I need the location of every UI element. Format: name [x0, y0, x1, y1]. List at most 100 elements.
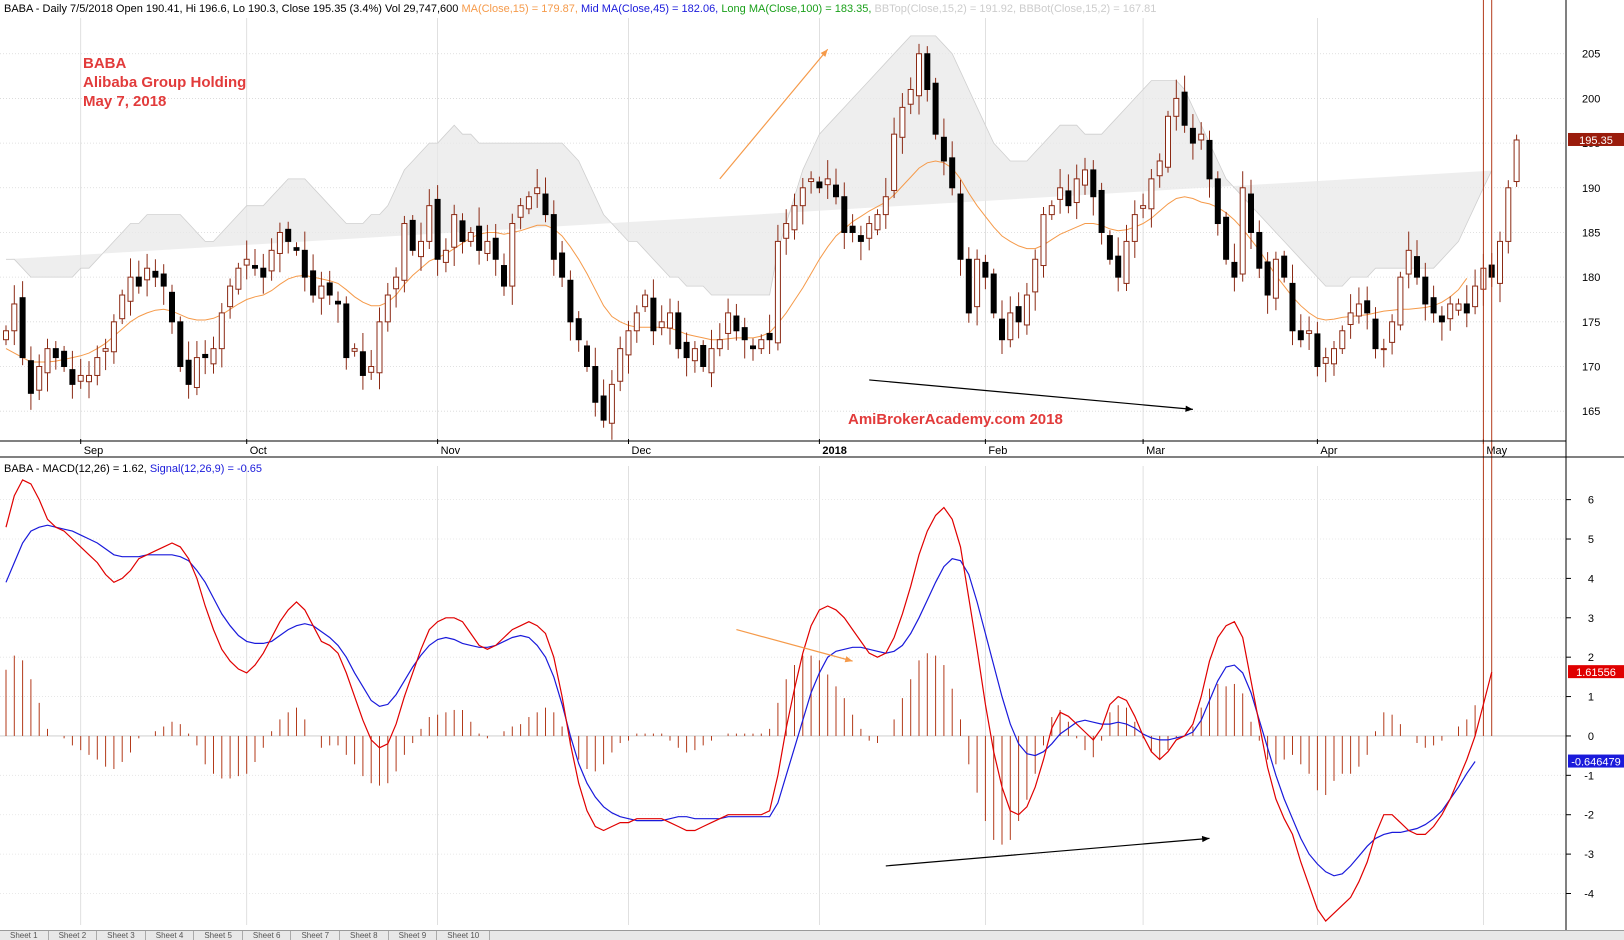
candle-body	[766, 332, 773, 341]
candle-body	[841, 196, 848, 233]
candle-body	[708, 348, 715, 374]
candle-body	[451, 214, 458, 248]
candle-body	[716, 339, 723, 350]
macd-y-tick: 4	[1588, 573, 1594, 585]
candle-body	[1123, 240, 1130, 284]
candle-body	[932, 82, 939, 135]
candle-body	[252, 265, 258, 269]
candle-body	[376, 321, 383, 374]
candle-body	[1248, 193, 1254, 233]
svg-text:1.61556: 1.61556	[1576, 667, 1616, 679]
candle-body	[434, 198, 441, 260]
candle-body	[1073, 178, 1080, 204]
candle-body	[924, 53, 931, 90]
candle-body	[1389, 321, 1396, 343]
candle-body	[1422, 276, 1429, 305]
candle-body	[359, 351, 366, 376]
sheet-tab[interactable]: Sheet 1	[0, 931, 49, 940]
sheet-tab[interactable]: Sheet 8	[340, 931, 389, 940]
candle-body	[351, 348, 358, 352]
macd-down-arrow	[736, 629, 853, 662]
price-y-tick: 180	[1582, 272, 1600, 284]
candle-body	[318, 285, 325, 299]
candle-body	[542, 193, 549, 216]
candle-body	[774, 240, 781, 344]
candle-body	[1380, 348, 1387, 351]
candle-body	[210, 348, 217, 365]
price-header: BABA - Daily 7/5/2018 Open 190.41, Hi 19…	[4, 3, 1156, 15]
candle-body	[866, 223, 873, 239]
candle-body	[1165, 115, 1171, 168]
candle-body	[683, 341, 690, 359]
candle-body	[1455, 303, 1462, 311]
candle-body	[61, 350, 68, 368]
candle-body	[326, 282, 333, 296]
price-y-tick: 170	[1582, 362, 1600, 374]
candle-body	[816, 181, 823, 189]
candle-body	[567, 279, 574, 323]
sheet-tab[interactable]: Sheet 4	[146, 931, 195, 940]
candle-body	[1040, 214, 1047, 267]
sheet-tab[interactable]: Sheet 7	[291, 931, 341, 940]
candle-body	[1048, 205, 1055, 216]
candle-body	[559, 252, 566, 278]
price-y-tick: 165	[1582, 406, 1600, 418]
price-up-arrow-head	[820, 49, 828, 57]
price-down-arrow	[869, 379, 1193, 411]
candle-body	[144, 267, 151, 281]
candle-body	[1331, 348, 1337, 365]
candle-body	[1131, 214, 1138, 242]
candle-body	[1198, 133, 1205, 141]
price-y-tick: 185	[1582, 227, 1600, 239]
x-tick-label: Sep	[84, 445, 104, 457]
macd-y-axis: 6 5 4 3 2 1 0 -1 -2 -3 -4	[1566, 495, 1594, 900]
candle-body	[1289, 282, 1296, 332]
candle-body	[525, 196, 532, 210]
candle-body	[335, 300, 341, 305]
macd-y-tick: -2	[1584, 810, 1594, 822]
candle-body	[982, 261, 989, 278]
candle-body	[1148, 178, 1155, 210]
sheet-tab[interactable]: Sheet 5	[194, 931, 243, 940]
price-y-tick: 175	[1582, 317, 1600, 329]
sheet-tab[interactable]: Sheet 3	[97, 931, 146, 940]
macd-y-tick: -1	[1584, 770, 1594, 782]
candle-body	[833, 184, 839, 198]
candle-body	[1098, 189, 1105, 233]
candle-body	[534, 187, 541, 195]
sheet-tab[interactable]: Sheet 6	[243, 931, 292, 940]
candle-body	[1405, 249, 1412, 275]
candle-body	[110, 321, 117, 353]
signal-line	[5, 524, 1476, 877]
candle-body	[1339, 330, 1346, 350]
candle-body	[169, 291, 175, 323]
candle-body	[808, 178, 815, 183]
candle-body	[650, 297, 657, 332]
macd-y-tick: 2	[1588, 652, 1594, 664]
x-tick-label: Mar	[1146, 445, 1165, 457]
sheet-tab[interactable]: Sheet 10	[437, 931, 491, 940]
candle-body	[235, 267, 242, 290]
signal-value-tag: -0.646479	[1568, 754, 1624, 769]
candle-body	[276, 231, 283, 254]
candle-body	[1173, 97, 1180, 117]
x-tick-label: May	[1486, 445, 1507, 457]
candle-body	[700, 345, 707, 368]
sheet-tabs: Sheet 1 Sheet 2 Sheet 3 Sheet 4 Sheet 5 Sheet…	[0, 930, 1624, 940]
sheet-tab[interactable]: Sheet 2	[49, 931, 98, 940]
price-trend-arrows	[719, 48, 1193, 412]
candle-body	[617, 348, 624, 382]
candle-body	[102, 348, 109, 352]
candle-body	[824, 178, 831, 186]
candle-body	[1397, 276, 1404, 326]
candle-body	[1463, 303, 1470, 314]
macd-down-arrow-head	[844, 656, 853, 663]
sheet-tab[interactable]: Sheet 9	[389, 931, 438, 940]
x-tick-label: Feb	[988, 445, 1007, 457]
candle-body	[907, 88, 914, 105]
macd-gridlines	[0, 466, 1566, 925]
candle-body	[1364, 300, 1371, 314]
candle-body	[1090, 169, 1097, 198]
candle-body	[19, 297, 26, 359]
